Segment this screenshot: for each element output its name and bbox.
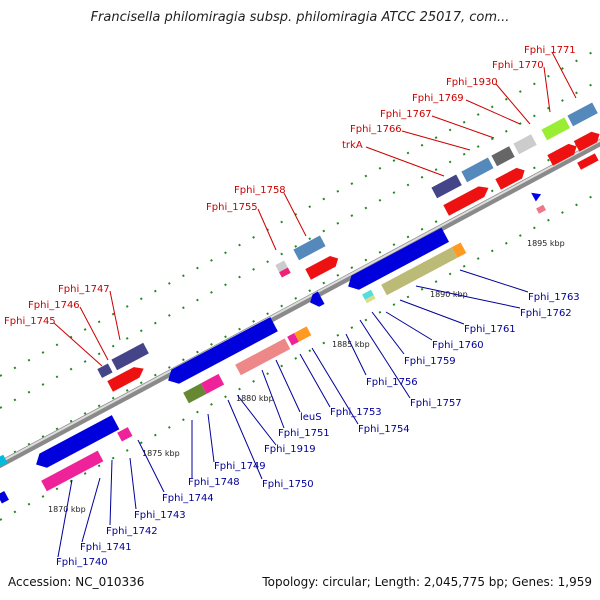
gene-fphi-1745 bbox=[97, 363, 113, 378]
label-fphi-1759[interactable]: Fphi_1759 bbox=[404, 356, 456, 367]
map-title: Francisella philomiragia subsp. philomir… bbox=[90, 10, 510, 25]
label-fphi-1930[interactable]: Fphi_1930 bbox=[446, 77, 498, 88]
gene-small-pink bbox=[536, 204, 547, 214]
gene-fphi-1766 bbox=[461, 157, 494, 183]
label-fphi-1757[interactable]: Fphi_1757 bbox=[410, 398, 462, 409]
gene-small-blue bbox=[531, 192, 542, 202]
label-fphi-1743[interactable]: Fphi_1743 bbox=[134, 510, 186, 521]
genome-backbone bbox=[0, 138, 600, 469]
scale-1880: 1880 kbp bbox=[236, 394, 274, 403]
gene-fphi-1769 bbox=[513, 134, 537, 155]
gene-red-row-a bbox=[443, 186, 489, 216]
label-fphi-1754[interactable]: Fphi_1754 bbox=[358, 424, 410, 435]
label-fphi-1762[interactable]: Fphi_1762 bbox=[520, 308, 572, 319]
label-fphi-1744[interactable]: Fphi_1744 bbox=[162, 493, 214, 504]
topology-text: Topology: circular; Length: 2,045,775 bp… bbox=[262, 575, 592, 589]
gene-red-row-b bbox=[495, 167, 525, 190]
gene-fphi-1767 bbox=[491, 146, 515, 167]
label-fphi-1742[interactable]: Fphi_1742 bbox=[106, 526, 158, 537]
label-fphi-1750[interactable]: Fphi_1750 bbox=[262, 479, 314, 490]
reverse-genes bbox=[0, 227, 467, 504]
dotted-guides bbox=[0, 47, 600, 521]
gene-fphi-1746 bbox=[107, 367, 144, 392]
label-fphi-1767[interactable]: Fphi_1767 bbox=[380, 109, 432, 120]
label-fphi-1745[interactable]: Fphi_1745 bbox=[4, 316, 56, 327]
label-fphi-1919[interactable]: Fphi_1919 bbox=[264, 444, 316, 455]
scale-1875: 1875 kbp bbox=[142, 449, 180, 458]
label-fphi-1755[interactable]: Fphi_1755 bbox=[206, 202, 258, 213]
upper-labels: Fphi_1745 Fphi_1746 Fphi_1747 Fphi_1755 … bbox=[4, 45, 576, 327]
label-fphi-1771[interactable]: Fphi_1771 bbox=[524, 45, 576, 56]
label-fphi-1763[interactable]: Fphi_1763 bbox=[528, 292, 580, 303]
label-trka[interactable]: trkA bbox=[342, 140, 363, 151]
label-fphi-1746[interactable]: Fphi_1746 bbox=[28, 300, 80, 311]
gene-fphi-1771 bbox=[567, 102, 598, 127]
gene-left-edge bbox=[0, 454, 8, 468]
label-fphi-1760[interactable]: Fphi_1760 bbox=[432, 340, 484, 351]
label-fphi-1740[interactable]: Fphi_1740 bbox=[56, 557, 108, 568]
gene-red-row-c bbox=[547, 131, 600, 166]
label-fphi-1751[interactable]: Fphi_1751 bbox=[278, 428, 330, 439]
scale-1895: 1895 kbp bbox=[527, 239, 565, 248]
label-fphi-1758[interactable]: Fphi_1758 bbox=[234, 185, 286, 196]
label-fphi-1769[interactable]: Fphi_1769 bbox=[412, 93, 464, 104]
lower-leader-lines bbox=[57, 269, 529, 558]
scale-1890: 1890 kbp bbox=[430, 290, 468, 299]
label-fphi-1749[interactable]: Fphi_1749 bbox=[214, 461, 266, 472]
accession-text: Accession: NC_010336 bbox=[8, 575, 145, 589]
gene-trka bbox=[431, 174, 462, 199]
label-fphi-1741[interactable]: Fphi_1741 bbox=[80, 542, 132, 553]
label-fphi-1770[interactable]: Fphi_1770 bbox=[492, 60, 544, 71]
gene-right-edge bbox=[577, 153, 599, 170]
forward-genes bbox=[0, 102, 600, 468]
gene-fphi-1758 bbox=[293, 235, 326, 261]
gene-fphi-1770 bbox=[541, 117, 571, 141]
label-fphi-1766[interactable]: Fphi_1766 bbox=[350, 124, 402, 135]
gene-fphi-1747 bbox=[111, 342, 149, 371]
label-fphi-1748[interactable]: Fphi_1748 bbox=[188, 477, 240, 488]
label-fphi-1761[interactable]: Fphi_1761 bbox=[464, 324, 516, 335]
label-fphi-1756[interactable]: Fphi_1756 bbox=[366, 377, 418, 388]
upper-leader-lines bbox=[53, 51, 577, 367]
label-leus[interactable]: leuS bbox=[300, 412, 322, 423]
lower-labels: Fphi_1740 Fphi_1741 Fphi_1742 Fphi_1743 … bbox=[56, 292, 580, 568]
gene-fphi-1755 bbox=[275, 260, 291, 278]
gene-red-1758b bbox=[305, 256, 339, 280]
label-fphi-1753[interactable]: Fphi_1753 bbox=[330, 407, 382, 418]
label-fphi-1747[interactable]: Fphi_1747 bbox=[58, 284, 110, 295]
